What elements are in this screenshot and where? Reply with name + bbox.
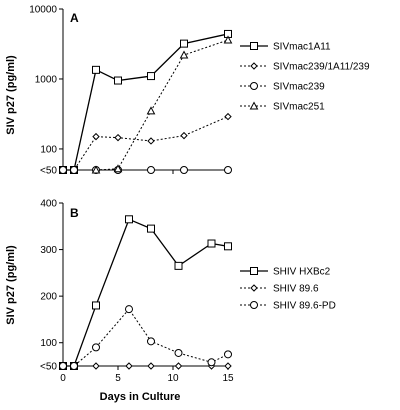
panel-1-data-point (125, 215, 133, 224)
panel-1-data-point (147, 337, 155, 346)
panel-a-label: A (70, 11, 79, 25)
panel-0-y-tick-label: 10000 (29, 5, 57, 16)
panel-0-data-point (179, 50, 189, 59)
panel-1-x-tick-label: 10 (167, 373, 179, 384)
panel-1-data-point (224, 350, 232, 359)
panel-0-data-point (147, 137, 155, 145)
panel-0-legend-label: SIVmac239/1A11/239 (273, 62, 370, 73)
panel-0-legend-label: SIVmac1A11 (273, 42, 331, 53)
panel-1-data-point (147, 224, 155, 233)
panel-0-data-point (146, 106, 156, 115)
panel-0-legend-label: SIVmac239 (273, 82, 325, 93)
panel-1-data-point (59, 362, 67, 370)
panel-1-data-point (224, 242, 232, 251)
panel-0-data-point (180, 39, 188, 48)
panel-0-y-tick-label: 100 (40, 144, 57, 155)
panel-0-y-tick-label: <50 (40, 166, 57, 177)
panel-0-series-line (63, 116, 229, 171)
panel-1-data-point (147, 362, 155, 370)
panel-1-series-line (63, 308, 229, 367)
panel-0-legend-label: SIVmac251 (273, 102, 325, 113)
panel-1-data-point (92, 362, 100, 370)
panel-1-legend-label: SHIV 89.6 (273, 284, 319, 295)
panel-1-data-point (92, 343, 100, 352)
panel-0-data-point (180, 166, 188, 174)
panel-1-data-point (125, 362, 133, 370)
x-axis-label: Days in Culture (100, 391, 181, 403)
panel-0-legend-marker (250, 62, 258, 70)
panel-0-data-point (147, 72, 155, 81)
panel-1-x-tick-label: 5 (115, 373, 121, 384)
panel-1-data-point (174, 261, 183, 270)
panel-1-legend-marker (250, 267, 258, 275)
panel-0-data-point (70, 166, 78, 174)
panel-0-data-point (92, 132, 100, 141)
panel-1-data-point (207, 239, 216, 248)
panel-1-y-tick-label: 100 (40, 338, 57, 349)
panel-1-legend-marker (250, 284, 258, 292)
panel-0-series-line (95, 39, 229, 171)
panel-0-legend-marker (250, 82, 258, 90)
panel-1-series-line (63, 218, 229, 367)
panel-b-y-axis-label: SIV p27 (pg/ml) (5, 245, 17, 325)
panel-1-x-tick-label: 0 (60, 373, 66, 384)
panel-0-data-point (114, 76, 122, 85)
panel-0-data-point (224, 166, 232, 174)
panel-0-data-point (223, 35, 233, 44)
panel-1-y-tick-label: 200 (40, 292, 57, 303)
panel-0-series-line (63, 33, 229, 171)
panel-1-data-point (224, 362, 232, 370)
panel-a: A SIV p27 (pg/ml) 10000 1000 100 <50 SIVmac1… (5, 5, 370, 177)
panel-1-legend-label: SHIV HXBc2 (273, 267, 331, 278)
panel-b-label: B (70, 206, 79, 220)
panel-0-data-point (113, 164, 123, 173)
panel-1-data-point (92, 301, 100, 310)
panel-0-data-point (91, 165, 101, 174)
panel-1-data-point (174, 362, 183, 370)
panel-0-y-tick-label: 1000 (35, 74, 58, 85)
panel-1-data-point (125, 305, 133, 314)
panel-1-y-tick-label: 300 (40, 245, 57, 256)
panel-1-data-point (174, 348, 183, 357)
panel-1-data-point (70, 362, 78, 370)
panel-1-y-tick-label: 400 (40, 199, 57, 210)
panel-1-legend-marker (250, 301, 258, 309)
panel-0-legend-marker (250, 42, 258, 50)
panel-0-data-point (92, 65, 100, 74)
panel-0-data-point (59, 166, 67, 174)
panel-1-x-tick-label: 15 (222, 373, 234, 384)
panel-0-data-point (224, 112, 232, 121)
panel-0-data-point (114, 133, 122, 142)
panel-0-data-point (147, 166, 155, 174)
panel-1-y-tick-label: <50 (40, 362, 57, 373)
panel-1-data-point (207, 358, 216, 367)
panel-a-y-axis-label: SIV p27 (pg/ml) (5, 55, 17, 135)
panel-b: B SIV p27 (pg/ml) Days in Culture 400 300… (5, 199, 336, 404)
panel-0-legend-marker (249, 101, 259, 110)
panel-0-data-point (180, 131, 188, 140)
panel-1-legend-label: SHIV 89.6-PD (273, 301, 336, 312)
